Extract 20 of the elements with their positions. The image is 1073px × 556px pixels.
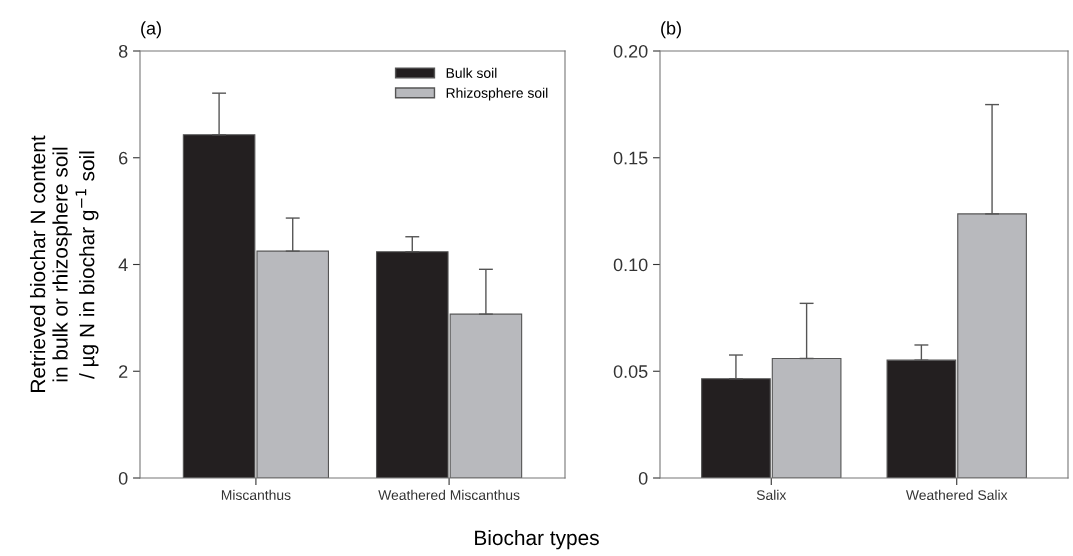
y-tick-label: 0 <box>118 471 128 485</box>
x-tick-label: Weathered Miscanthus <box>378 489 520 501</box>
x-tick-label: Weathered Salix <box>905 489 1008 501</box>
y-tick-label: 6 <box>119 151 128 165</box>
y-tick-label: 0 <box>638 471 648 485</box>
y-tick-label: 8 <box>118 44 128 58</box>
legend-label: Rhizosphere soil <box>446 87 548 101</box>
y-tick-label: 0.20 <box>613 44 648 58</box>
y-axis-title: Retrieved biochar N content in bulk or rhizosphere soil / µg N in biochar g$^{−1}$ soil <box>29 135 99 392</box>
chart-title: (b) <box>661 21 681 39</box>
y-tick-label: 0.05 <box>613 365 648 378</box>
x-tick-label: Salix <box>756 489 787 501</box>
x-tick-label: Miscanthus <box>221 489 291 501</box>
legend-label: Bulk soil <box>446 67 497 78</box>
y-tick-label: 2 <box>119 365 128 378</box>
x-axis-title: Biochar types <box>475 529 599 550</box>
y-tick-label: 0.10 <box>613 258 648 272</box>
y-tick-label: 4 <box>118 258 128 272</box>
chart-title: (a) <box>141 21 161 39</box>
y-tick-label: 0.15 <box>613 151 648 165</box>
